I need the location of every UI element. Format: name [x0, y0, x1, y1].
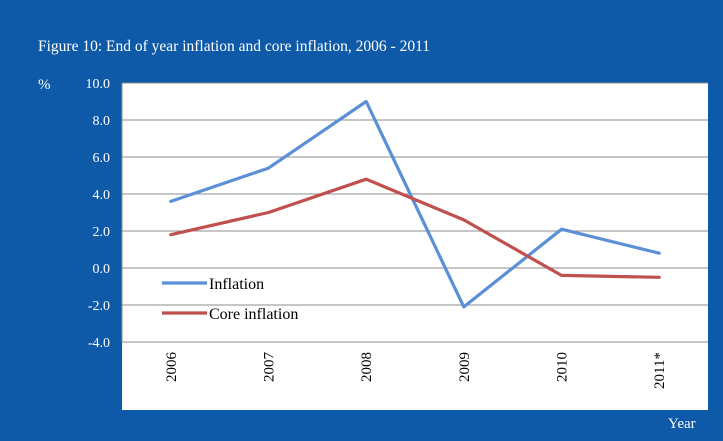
x-tick-label: 2007 [262, 352, 278, 383]
y-tick-label: 0.0 [93, 262, 111, 277]
y-tick-label: 2.0 [93, 225, 111, 240]
y-axis-label: % [38, 77, 51, 93]
x-tick-label: 2009 [457, 352, 473, 382]
series-lines [169, 99, 661, 309]
series-line-core-inflation [169, 177, 661, 279]
legend-label: Inflation [209, 276, 264, 293]
y-tick-label: 4.0 [93, 188, 111, 203]
y-tick-label: -2.0 [88, 299, 110, 314]
y-tick-label: -4.0 [88, 336, 110, 351]
x-tick-label: 2011* [652, 352, 668, 389]
plot-area [122, 83, 708, 410]
x-tick-label: 2008 [359, 352, 375, 382]
x-tick-label: 2006 [164, 352, 180, 383]
chart-title: Figure 10: End of year inflation and cor… [38, 38, 430, 55]
legend: Inflation Core inflation [162, 276, 298, 323]
x-tick-label: 2010 [555, 352, 571, 382]
y-tick-label: 6.0 [93, 151, 111, 166]
series-line-inflation [169, 99, 661, 309]
x-axis-label: Year [668, 416, 696, 432]
gridlines [121, 82, 708, 343]
y-tick-label: 8.0 [93, 114, 111, 129]
y-axis-ticks: 10.0 8.0 6.0 4.0 2.0 0.0 -2.0 -4.0 [86, 77, 111, 351]
legend-label: Core inflation [209, 306, 298, 323]
x-axis-ticks: 2006 2007 2008 2009 2010 2011* [164, 352, 668, 389]
y-tick-label: 10.0 [86, 77, 111, 92]
